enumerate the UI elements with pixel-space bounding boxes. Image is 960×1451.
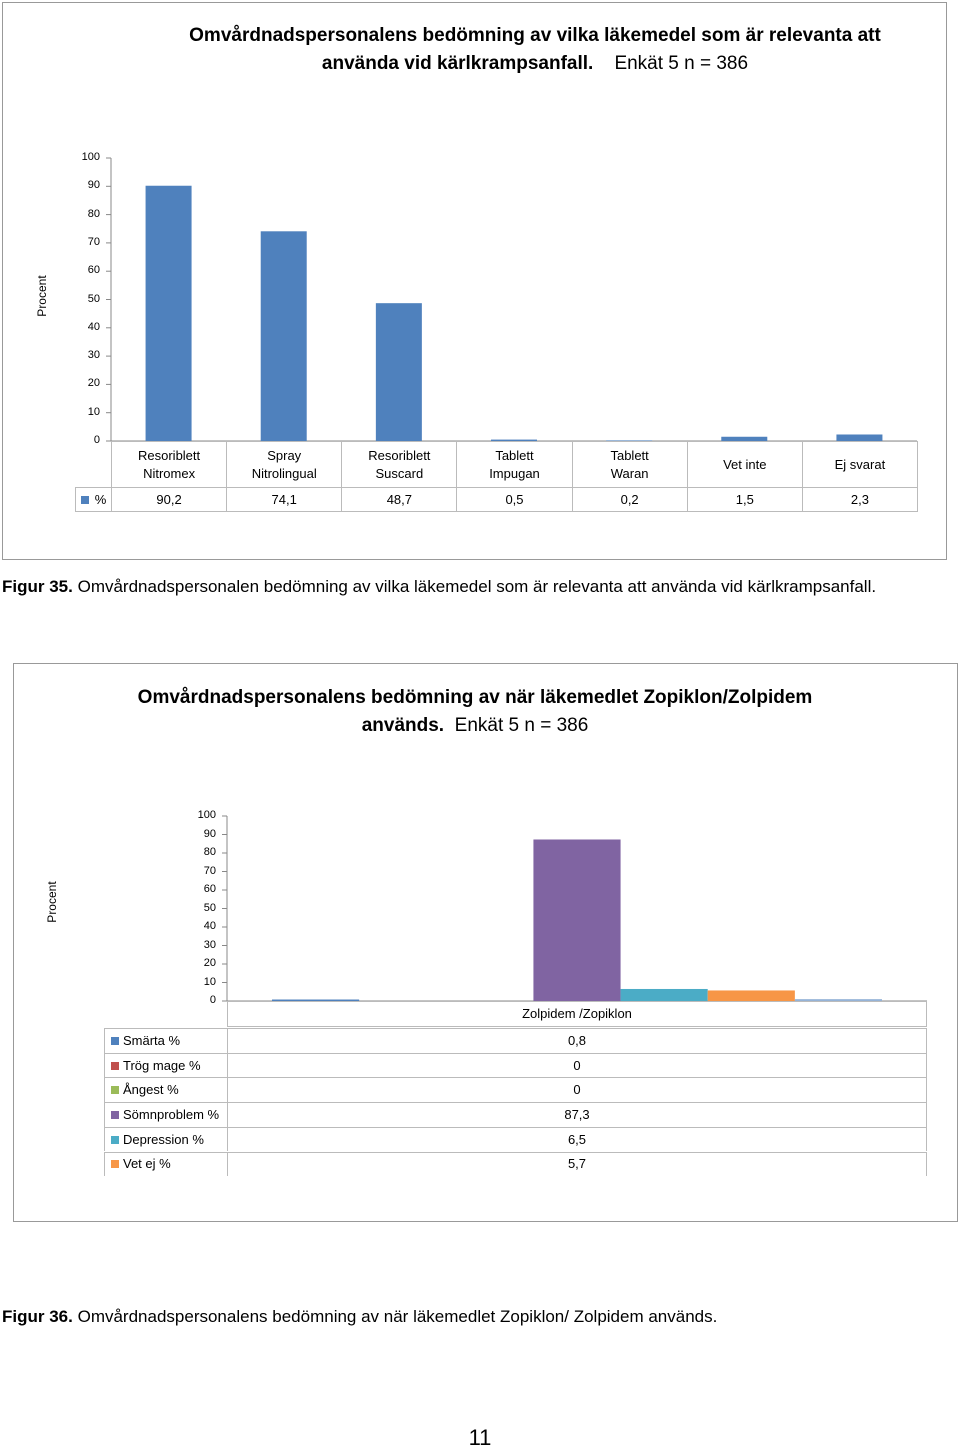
value-cell: 6,5 bbox=[227, 1126, 927, 1152]
legend-swatch bbox=[111, 1061, 119, 1070]
y-tick-label: 0 bbox=[209, 994, 216, 1006]
value-cell: 90,2 bbox=[111, 487, 228, 512]
legend-label: Ångest % bbox=[123, 1082, 179, 1098]
title-text: Omvårdnadspersonalens bedömning av vilka… bbox=[189, 25, 881, 74]
bar bbox=[533, 839, 621, 1001]
bar bbox=[836, 434, 883, 441]
y-tick-label: 20 bbox=[203, 957, 216, 969]
y-tick-label: 30 bbox=[87, 349, 100, 362]
bar bbox=[794, 999, 882, 1001]
legend-label: Depression % bbox=[123, 1131, 204, 1147]
y-tick-label: 100 bbox=[81, 151, 100, 163]
bar bbox=[606, 440, 653, 442]
category-label: Zolpidem /Zopiklon bbox=[227, 1001, 927, 1027]
legend-swatch bbox=[111, 1110, 119, 1119]
legend-cell: Sömnproblem % bbox=[104, 1102, 228, 1127]
y-tick-label: 70 bbox=[203, 864, 216, 877]
y-tick-label: 50 bbox=[87, 292, 100, 305]
bar bbox=[707, 990, 795, 1001]
value-cell: 48,7 bbox=[341, 487, 458, 512]
legend-swatch bbox=[111, 1135, 119, 1144]
chart-frame bbox=[2, 2, 947, 560]
legend-cell: Smärta % bbox=[104, 1028, 228, 1053]
category-cell: Resoriblett Suscard bbox=[341, 441, 458, 488]
caption-label: Figur 36. bbox=[2, 1307, 73, 1326]
value-cell: 0,2 bbox=[571, 487, 688, 512]
legend-cell: Trög mage % bbox=[104, 1052, 228, 1078]
legend-label: % bbox=[94, 491, 107, 507]
chart-title: Omvårdnadspersonalens bedömning av vilka… bbox=[150, 22, 920, 78]
category-cell: Vet inte bbox=[686, 441, 803, 488]
y-tick-label: 70 bbox=[87, 235, 100, 248]
value-cell: 0,5 bbox=[456, 487, 573, 512]
value-cell: 87,3 bbox=[227, 1102, 927, 1127]
legend-swatch bbox=[111, 1160, 119, 1169]
bar bbox=[721, 436, 768, 441]
category-cell: Spray Nitrolingual bbox=[226, 441, 343, 488]
legend-label: Vet ej % bbox=[123, 1156, 171, 1172]
caption-text: Omvårdnadspersonalen bedömning av vilka … bbox=[77, 577, 877, 596]
value-cell: 1,5 bbox=[686, 487, 803, 512]
caption: Figur 36. Omvårdnadspersonalens bedömnin… bbox=[2, 1307, 717, 1327]
caption-text: Omvårdnadspersonalens bedömning av när l… bbox=[77, 1307, 718, 1326]
category-cell: Tablett Impugan bbox=[456, 441, 573, 488]
legend-cell: Vet ej % bbox=[104, 1151, 228, 1177]
legend-label: Trög mage % bbox=[123, 1057, 201, 1073]
legend-swatch bbox=[111, 1086, 119, 1095]
y-axis-label: Procent bbox=[35, 275, 49, 317]
value-cell: 0 bbox=[227, 1077, 927, 1103]
y-tick-label: 20 bbox=[87, 377, 100, 390]
bar bbox=[272, 999, 360, 1001]
y-tick-label: 50 bbox=[203, 901, 216, 914]
subtitle: Enkät 5 n = 386 bbox=[614, 53, 749, 74]
y-tick-label: 30 bbox=[203, 938, 216, 951]
y-tick-label: 10 bbox=[87, 405, 100, 418]
caption: Figur 35. Omvårdnadspersonalen bedömning… bbox=[2, 577, 876, 597]
y-tick-label: 40 bbox=[203, 920, 216, 932]
category-cell: Resoriblett Nitromex bbox=[111, 441, 228, 488]
caption-label: Figur 35. bbox=[2, 577, 73, 596]
value-cell: 0 bbox=[227, 1052, 927, 1078]
legend-swatch bbox=[111, 1036, 119, 1045]
y-tick-label: 10 bbox=[203, 975, 216, 988]
bar bbox=[620, 988, 708, 1001]
chart-title: Omvårdnadspersonalens bedömning av när l… bbox=[100, 684, 850, 740]
value-cell: 2,3 bbox=[801, 487, 918, 512]
legend-cell: Depression % bbox=[104, 1126, 228, 1152]
subtitle: Enkät 5 n = 386 bbox=[454, 715, 589, 736]
legend-label: Smärta % bbox=[123, 1032, 181, 1048]
title-text: Omvårdnadspersonalens bedömning av när l… bbox=[137, 687, 813, 736]
y-tick-label: 80 bbox=[203, 846, 216, 858]
page-number: 11 bbox=[468, 1425, 492, 1450]
y-tick-label: 40 bbox=[87, 320, 100, 333]
y-tick-label: 80 bbox=[87, 207, 100, 220]
y-tick-label: 90 bbox=[87, 179, 100, 192]
bar bbox=[260, 231, 307, 441]
y-axis-label: Procent bbox=[45, 881, 59, 923]
y-tick-label: 90 bbox=[203, 827, 216, 840]
legend-label: Sömnproblem % bbox=[123, 1106, 220, 1122]
value-cell: 74,1 bbox=[226, 487, 343, 512]
value-cell: 5,7 bbox=[227, 1151, 927, 1177]
y-tick-label: 100 bbox=[197, 809, 216, 821]
value-cell: 0,8 bbox=[227, 1028, 927, 1053]
category-cell: Ej svarat bbox=[801, 441, 918, 488]
y-tick-label: 60 bbox=[87, 264, 100, 277]
chart-frame bbox=[13, 663, 958, 1222]
bar bbox=[375, 303, 422, 441]
bar bbox=[491, 439, 537, 441]
y-tick-label: 0 bbox=[93, 434, 100, 446]
legend-cell: % bbox=[75, 487, 112, 512]
bar bbox=[145, 185, 192, 441]
legend-swatch bbox=[80, 495, 89, 504]
legend-cell: Ångest % bbox=[104, 1077, 228, 1103]
category-cell: Tablett Waran bbox=[571, 441, 688, 488]
y-tick-label: 60 bbox=[203, 883, 216, 895]
